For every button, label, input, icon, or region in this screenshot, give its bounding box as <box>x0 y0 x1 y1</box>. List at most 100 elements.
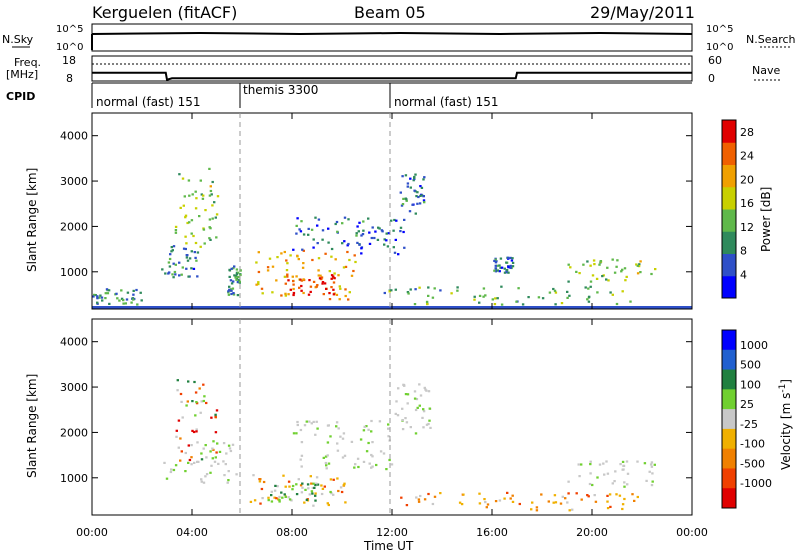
power-cell <box>414 173 417 176</box>
power-cell <box>609 291 612 294</box>
power-cell <box>420 194 424 197</box>
power-cell <box>312 246 315 249</box>
power-cell <box>599 260 602 263</box>
power-cell <box>377 226 380 229</box>
power-cell <box>132 289 135 292</box>
velocity-cell <box>202 447 205 450</box>
velocity-cell <box>406 402 409 405</box>
velocity-cell <box>273 496 276 499</box>
power-cell <box>300 279 303 282</box>
velocity-cell <box>300 454 304 457</box>
velocity-cell <box>296 420 299 424</box>
velocity-colorbar: 1000 500 100 25 -25 -100 -500 -1000 <box>721 329 772 509</box>
power-cell <box>370 236 373 240</box>
power-cell <box>174 273 177 276</box>
velocity-cell <box>326 441 330 444</box>
velocity-cell <box>297 478 300 481</box>
power-cell <box>422 199 426 202</box>
velocity-cell <box>179 392 183 396</box>
velocity-xlabel: Time UT <box>363 539 414 553</box>
power-colorbar-swatch <box>722 120 736 143</box>
power-cell <box>494 258 497 261</box>
power-cell <box>302 291 305 295</box>
power-cell <box>409 177 412 180</box>
velocity-cell <box>340 490 344 494</box>
power-colorbar-tick: 24 <box>740 150 754 163</box>
velocity-cell <box>288 485 291 488</box>
power-cell <box>654 268 657 271</box>
power-cell <box>417 195 420 199</box>
velocity-cell <box>320 492 324 496</box>
velocity-cell <box>313 486 316 489</box>
power-cell <box>473 295 476 298</box>
velocity-cell <box>622 464 626 467</box>
velocity-cell <box>200 452 203 455</box>
power-cell <box>401 175 404 178</box>
power-cell <box>203 242 206 245</box>
power-cell <box>639 271 642 274</box>
power-cell <box>515 300 518 303</box>
power-cell <box>509 264 512 267</box>
velocity-cell <box>229 449 233 453</box>
velocity-cell <box>188 458 192 462</box>
velocity-cell <box>287 496 290 499</box>
power-cell <box>168 265 172 268</box>
power-cell <box>511 261 515 264</box>
velocity-cell <box>315 482 318 485</box>
y-tick-label: 3000 <box>60 381 88 394</box>
velocity-cell <box>190 444 193 447</box>
velocity-cell <box>439 492 442 495</box>
velocity-cell <box>385 468 388 471</box>
power-cell <box>621 290 624 293</box>
power-cell <box>208 194 212 197</box>
power-cell <box>211 217 214 220</box>
power-cell <box>636 264 639 267</box>
power-cell <box>332 288 335 291</box>
velocity-cell <box>605 460 608 463</box>
power-cell <box>257 270 261 274</box>
velocity-cell <box>370 430 373 433</box>
power-cell <box>494 261 498 264</box>
velocity-cell <box>336 477 339 480</box>
velocity-cell <box>214 415 217 418</box>
velocity-cell <box>282 474 285 477</box>
freq-label: Freq. <box>14 56 41 69</box>
power-cell <box>407 292 410 295</box>
power-cell <box>367 217 370 220</box>
velocity-cell <box>273 489 277 492</box>
power-cell <box>174 225 178 228</box>
power-cell <box>482 295 485 298</box>
power-cell <box>204 209 207 212</box>
velocity-colorbar-tick: -1000 <box>740 477 772 490</box>
power-cell <box>94 294 97 297</box>
power-cell <box>124 302 127 305</box>
power-cell <box>215 236 218 239</box>
power-cell <box>499 257 503 260</box>
velocity-cell <box>291 484 295 488</box>
power-cell <box>416 202 419 205</box>
power-cell <box>335 293 339 296</box>
velocity-cell <box>433 495 437 498</box>
velocity-cell <box>363 425 366 428</box>
velocity-cell <box>200 458 204 461</box>
velocity-cell <box>580 498 583 501</box>
velocity-cell <box>180 400 183 403</box>
velocity-cell <box>608 493 612 496</box>
power-cell <box>344 294 347 298</box>
power-colorbar-swatch <box>722 142 736 165</box>
power-cell <box>509 256 512 259</box>
power-colorbar: 4 8 12 16 20 24 28 <box>721 119 754 299</box>
y-tick-label: 4000 <box>60 130 88 143</box>
velocity-cell <box>343 482 346 485</box>
power-cell <box>328 298 332 301</box>
power-cell <box>358 221 361 224</box>
power-cell <box>228 269 232 272</box>
power-colorbar-swatch <box>722 231 736 254</box>
velocity-cell <box>290 499 293 502</box>
velocity-cell <box>622 468 625 471</box>
velocity-cell <box>559 502 563 505</box>
power-cell <box>170 246 173 249</box>
power-cell <box>346 250 349 254</box>
power-cell <box>496 269 500 272</box>
velocity-cell <box>323 485 326 488</box>
